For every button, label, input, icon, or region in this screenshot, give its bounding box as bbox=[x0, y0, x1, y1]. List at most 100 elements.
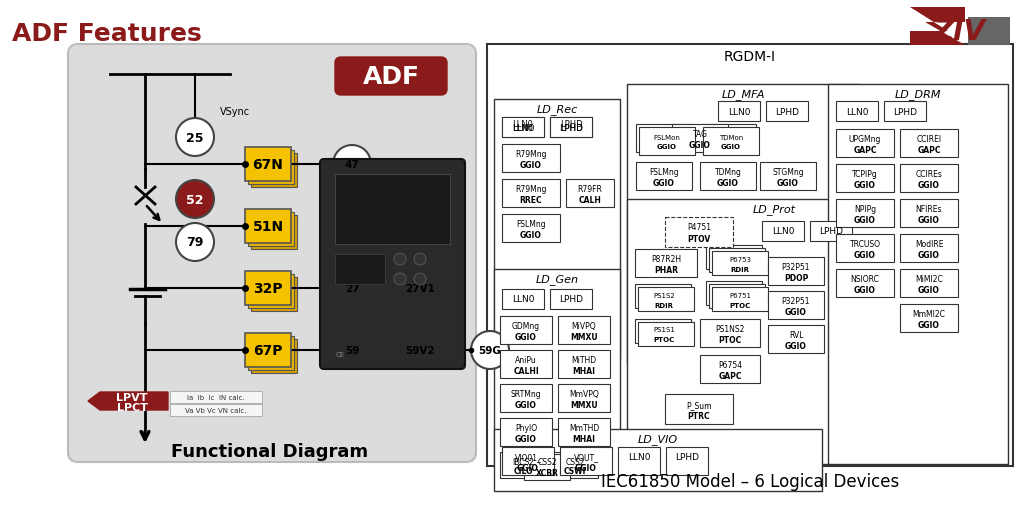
Text: PTOV: PTOV bbox=[687, 235, 711, 244]
Bar bbox=[836, 199, 894, 228]
Bar bbox=[836, 130, 894, 158]
Text: 67P: 67P bbox=[253, 343, 283, 358]
Bar bbox=[248, 336, 294, 370]
Text: PS1S1: PS1S1 bbox=[653, 326, 675, 332]
Text: CCIREl: CCIREl bbox=[916, 135, 941, 144]
Bar bbox=[494, 270, 620, 466]
Bar bbox=[170, 404, 262, 416]
Bar bbox=[836, 234, 894, 263]
Bar bbox=[768, 325, 824, 354]
Text: LPHD: LPHD bbox=[559, 123, 583, 132]
Bar bbox=[810, 222, 852, 241]
Text: ZIV: ZIV bbox=[934, 18, 986, 46]
Text: FSLMng: FSLMng bbox=[516, 220, 546, 229]
Bar bbox=[665, 218, 733, 247]
Bar bbox=[636, 125, 692, 153]
Text: CSS2: CSS2 bbox=[538, 458, 557, 467]
Bar bbox=[487, 45, 1013, 466]
Bar bbox=[762, 222, 804, 241]
Text: LLN0: LLN0 bbox=[728, 107, 751, 116]
Bar bbox=[706, 281, 762, 306]
Bar bbox=[703, 128, 759, 156]
Text: LPHD: LPHD bbox=[560, 119, 583, 128]
Bar bbox=[524, 454, 570, 480]
Circle shape bbox=[333, 270, 371, 308]
Bar bbox=[712, 251, 768, 275]
Bar bbox=[639, 128, 695, 156]
Bar bbox=[502, 145, 560, 173]
Text: GAPC: GAPC bbox=[918, 145, 941, 155]
Text: SRTMng: SRTMng bbox=[511, 389, 542, 398]
Bar bbox=[836, 102, 878, 122]
Text: 79: 79 bbox=[186, 236, 204, 249]
Text: LLN0: LLN0 bbox=[512, 295, 535, 304]
Text: 25: 25 bbox=[186, 131, 204, 144]
Text: GGIO: GGIO bbox=[515, 332, 537, 341]
Text: GGIO: GGIO bbox=[919, 285, 940, 294]
Text: GDMng: GDMng bbox=[512, 322, 540, 331]
Bar bbox=[251, 277, 297, 312]
Text: MmTHD: MmTHD bbox=[569, 424, 599, 432]
Text: TDMng: TDMng bbox=[715, 168, 741, 177]
Bar bbox=[760, 163, 816, 190]
Bar bbox=[502, 118, 544, 138]
Bar bbox=[900, 199, 958, 228]
Text: IEC61850 Model – 6 Logical Devices: IEC61850 Model – 6 Logical Devices bbox=[601, 472, 899, 490]
Bar bbox=[550, 118, 592, 138]
Circle shape bbox=[394, 254, 406, 266]
Text: LLN0: LLN0 bbox=[628, 452, 650, 462]
Text: RVL: RVL bbox=[788, 331, 803, 340]
Text: P6751: P6751 bbox=[729, 292, 751, 298]
Text: MmMI2C: MmMI2C bbox=[912, 310, 945, 319]
Text: TAG: TAG bbox=[692, 130, 708, 139]
Bar bbox=[335, 255, 385, 284]
FancyBboxPatch shape bbox=[68, 45, 476, 462]
Bar bbox=[245, 272, 291, 306]
Circle shape bbox=[414, 274, 426, 285]
Text: LPHD: LPHD bbox=[560, 123, 583, 132]
Bar bbox=[638, 322, 694, 346]
Bar bbox=[900, 305, 958, 332]
Bar bbox=[627, 85, 859, 364]
Text: CCIREs: CCIREs bbox=[915, 170, 942, 179]
Bar bbox=[170, 391, 262, 403]
Text: GGIO: GGIO bbox=[854, 180, 876, 189]
FancyBboxPatch shape bbox=[335, 58, 447, 96]
Text: P32P51: P32P51 bbox=[781, 263, 810, 272]
Text: GGIO: GGIO bbox=[919, 215, 940, 224]
Text: GAPC: GAPC bbox=[718, 371, 741, 380]
Text: MmVPQ: MmVPQ bbox=[569, 389, 599, 398]
Text: MMXU: MMXU bbox=[570, 400, 598, 409]
Polygon shape bbox=[88, 392, 168, 410]
Text: LLN0: LLN0 bbox=[513, 123, 534, 132]
Text: LLN0: LLN0 bbox=[846, 107, 868, 116]
Text: LD_MFA: LD_MFA bbox=[721, 89, 765, 100]
Text: GGIO: GGIO bbox=[575, 463, 597, 472]
Bar bbox=[558, 384, 610, 412]
Text: GGIO: GGIO bbox=[653, 178, 675, 187]
Text: GGIO: GGIO bbox=[689, 140, 711, 149]
Text: 59G: 59G bbox=[478, 345, 502, 356]
Circle shape bbox=[176, 119, 214, 157]
Text: RGDM-I: RGDM-I bbox=[724, 50, 776, 64]
Bar bbox=[335, 175, 450, 244]
Text: GGIO: GGIO bbox=[520, 161, 542, 169]
Bar bbox=[828, 85, 1008, 464]
Bar bbox=[566, 180, 614, 208]
Bar bbox=[900, 165, 958, 192]
Bar bbox=[558, 350, 610, 378]
Bar bbox=[700, 163, 756, 190]
Bar bbox=[494, 429, 822, 491]
Bar bbox=[768, 258, 824, 285]
Bar bbox=[500, 452, 546, 478]
Text: 27: 27 bbox=[345, 283, 359, 293]
Text: LPHD: LPHD bbox=[775, 107, 799, 116]
Bar bbox=[502, 289, 544, 310]
Bar bbox=[700, 319, 760, 347]
Circle shape bbox=[176, 181, 214, 219]
Text: P6754: P6754 bbox=[718, 361, 742, 370]
Text: 59V2: 59V2 bbox=[406, 345, 435, 356]
Bar bbox=[502, 447, 554, 475]
Text: GGIO: GGIO bbox=[777, 178, 799, 187]
Text: RDIR: RDIR bbox=[654, 302, 674, 309]
